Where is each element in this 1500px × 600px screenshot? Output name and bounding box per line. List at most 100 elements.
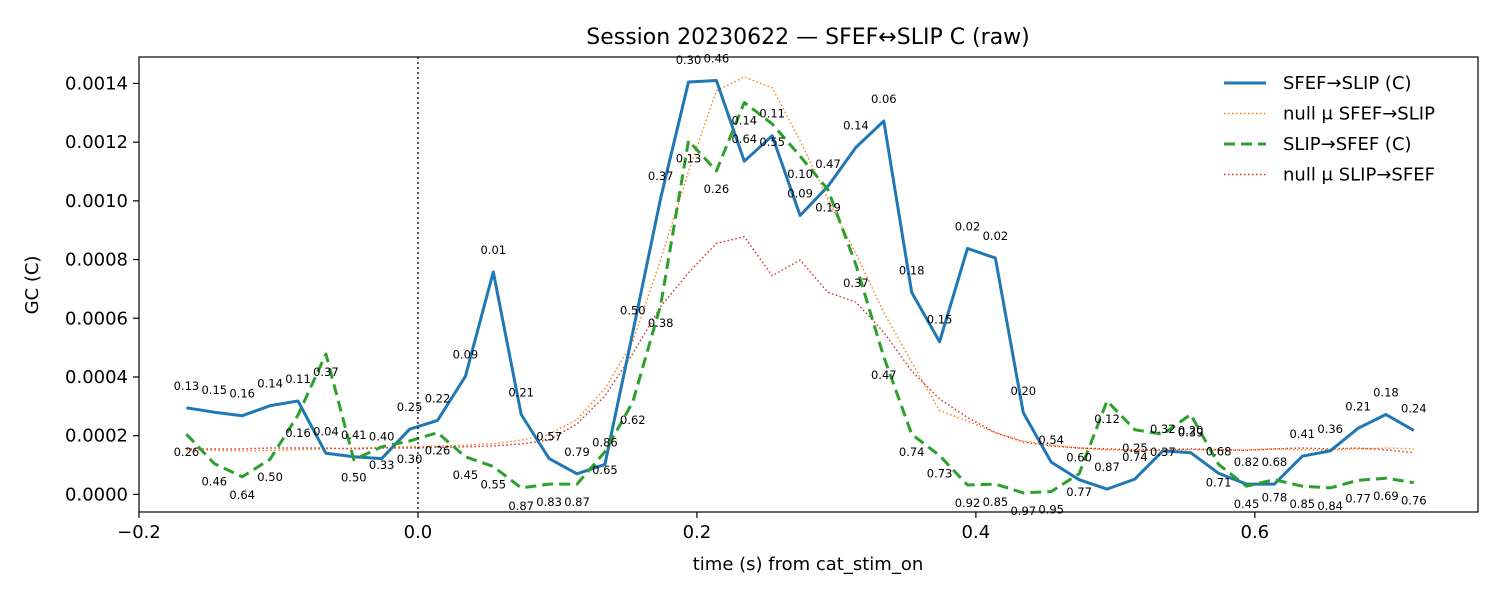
p-value-label: 0.83 [536, 495, 562, 509]
legend: SFEF→SLIP (C) null μ SFEF→SLIP SLIP→SFEF (… [1224, 73, 1435, 186]
p-value-label: 0.18 [899, 263, 925, 277]
p-value-label: 0.14 [257, 377, 283, 391]
p-value-label: 0.47 [871, 368, 897, 382]
legend-label: null μ SFEF→SLIP [1283, 104, 1435, 125]
p-value-label: 0.33 [369, 458, 395, 472]
p-value-label: 0.22 [425, 391, 451, 405]
p-value-label: 0.01 [480, 243, 506, 257]
p-value-label: 0.62 [620, 413, 646, 427]
p-value-label: 0.06 [871, 92, 897, 106]
p-value-label: 0.18 [1373, 386, 1399, 400]
p-value-label: 0.02 [983, 229, 1009, 243]
p-value-label: 0.15 [201, 383, 227, 397]
p-value-label: 0.85 [1289, 497, 1315, 511]
p-value-label: 0.15 [927, 313, 953, 327]
p-value-label: 0.68 [1206, 444, 1232, 458]
p-value-label: 0.12 [1094, 412, 1120, 426]
p-value-label: 0.13 [174, 379, 200, 393]
x-axis-ticks: −0.2 0.0 0.2 0.4 0.6 [117, 512, 1269, 543]
p-value-label: 0.50 [341, 471, 367, 485]
p-value-label: 0.13 [676, 152, 702, 166]
p-value-label: 0.65 [592, 463, 618, 477]
p-value-label: 0.64 [731, 132, 757, 146]
p-value-label: 0.37 [648, 169, 674, 183]
p-value-label: 0.37 [1150, 445, 1176, 459]
p-value-label: 0.95 [1038, 503, 1064, 517]
p-value-label: 0.16 [285, 426, 311, 440]
legend-label: SFEF→SLIP (C) [1283, 73, 1412, 94]
p-value-label: 0.11 [285, 372, 311, 386]
p-value-label: 0.57 [536, 430, 562, 444]
p-value-label: 0.97 [1010, 504, 1036, 518]
p-value-label: 0.87 [564, 495, 590, 509]
p-value-label: 0.71 [1206, 475, 1232, 489]
p-value-label: 0.41 [1289, 427, 1315, 441]
p-value-label: 0.11 [759, 107, 785, 121]
series-line-0 [186, 79, 1415, 491]
p-value-label: 0.19 [815, 201, 841, 215]
plot-lines [185, 57, 1415, 512]
p-value-label: 0.79 [564, 445, 590, 459]
x-tick-label: 0.4 [962, 522, 991, 543]
y-tick-label: 0.0014 [65, 73, 128, 94]
p-value-label: 0.74 [1122, 450, 1148, 464]
p-value-label: 0.24 [1401, 401, 1427, 415]
p-value-label: 0.32 [1150, 422, 1176, 436]
x-tick-label: 0.0 [404, 522, 433, 543]
p-value-label: 0.26 [425, 444, 451, 458]
p-value-label: 0.16 [229, 387, 255, 401]
y-axis-ticks: 0.0000 0.0002 0.0004 0.0006 0.0008 0.0010 0.00… [65, 73, 139, 505]
p-value-label: 0.14 [843, 118, 869, 132]
p-value-label: 0.10 [787, 167, 813, 181]
p-value-label: 0.50 [257, 470, 283, 484]
p-value-label: 0.47 [815, 157, 841, 171]
p-value-label: 0.86 [592, 435, 618, 449]
legend-label: SLIP→SFEF (C) [1283, 134, 1412, 155]
series-line-1 [186, 76, 1414, 452]
p-value-label: 0.55 [759, 135, 785, 149]
p-value-label: 0.41 [341, 428, 367, 442]
p-value-label: 0.60 [1066, 451, 1092, 465]
y-tick-label: 0.0010 [65, 191, 128, 212]
series-line-2 [185, 101, 1415, 495]
p-value-label: 0.40 [369, 430, 395, 444]
p-value-label: 0.45 [453, 468, 479, 482]
p-value-label: 0.78 [1262, 491, 1288, 505]
plot-frame [138, 56, 1479, 513]
p-value-label: 0.46 [201, 475, 227, 489]
p-value-label: 0.84 [1317, 499, 1343, 513]
p-value-label: 0.74 [899, 445, 925, 459]
chart-title: Session 20230622 — SFEF↔SLIP C (raw) [586, 25, 1030, 50]
p-value-label: 0.77 [1345, 491, 1371, 505]
p-value-label: 0.25 [397, 400, 423, 414]
p-value-label: 0.26 [704, 182, 730, 196]
p-value-label: 0.64 [229, 488, 255, 502]
y-tick-label: 0.0002 [65, 426, 128, 447]
p-value-label: 0.20 [1010, 384, 1036, 398]
p-value-label: 0.02 [955, 219, 981, 233]
p-value-label: 0.77 [1066, 485, 1092, 499]
p-value-label: 0.46 [704, 52, 730, 66]
p-value-label: 0.73 [927, 467, 953, 481]
x-axis-label: time (s) from cat_stim_on [693, 554, 924, 575]
y-tick-label: 0.0000 [65, 484, 128, 505]
p-value-label: 0.39 [1178, 426, 1204, 440]
p-value-label: 0.87 [1094, 460, 1120, 474]
p-value-label: 0.55 [480, 478, 506, 492]
p-value-label: 0.92 [955, 496, 981, 510]
p-value-label: 0.76 [1401, 494, 1427, 508]
series-line-3 [186, 235, 1414, 454]
p-value-label: 0.50 [620, 303, 646, 317]
x-tick-label: 0.6 [1241, 522, 1270, 543]
p-value-label: 0.38 [648, 316, 674, 330]
p-value-label: 0.82 [1234, 455, 1260, 469]
p-value-label: 0.36 [1317, 422, 1343, 436]
p-value-label: 0.25 [1122, 441, 1148, 455]
p-value-label: 0.87 [508, 499, 534, 513]
p-value-label: 0.09 [787, 187, 813, 201]
x-tick-label: 0.2 [683, 522, 712, 543]
p-value-label: 0.68 [1262, 455, 1288, 469]
legend-label: null μ SLIP→SFEF [1283, 165, 1435, 186]
